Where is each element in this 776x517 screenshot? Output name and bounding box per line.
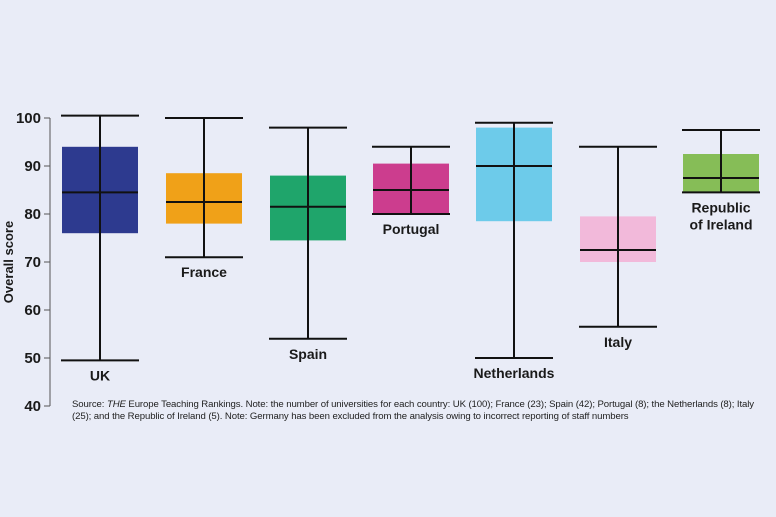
box-italy bbox=[579, 145, 657, 328]
source-prefix: Source: bbox=[72, 399, 107, 410]
y-tick-label: 40 bbox=[24, 398, 41, 415]
box-portugal bbox=[372, 145, 450, 215]
source-note: Source: THE Europe Teaching Rankings. No… bbox=[72, 399, 772, 423]
category-label-uk: UK bbox=[90, 367, 110, 383]
y-tick-label: 50 bbox=[24, 350, 41, 367]
category-label-italy: Italy bbox=[604, 334, 632, 350]
category-label-line: of Ireland bbox=[689, 216, 752, 232]
category-label-republic-of-ireland: Republic of Ireland bbox=[689, 199, 752, 232]
category-label-portugal: Portugal bbox=[383, 221, 440, 237]
y-tick-label: 60 bbox=[24, 302, 41, 319]
box-uk bbox=[61, 114, 139, 362]
category-label-line: Republic bbox=[691, 199, 750, 215]
box-republic-of-ireland bbox=[682, 129, 760, 194]
category-label-spain: Spain bbox=[289, 346, 327, 362]
y-tick-label: 90 bbox=[24, 158, 41, 175]
source-text: Europe Teaching Rankings. Note: the numb… bbox=[72, 399, 754, 422]
category-label-france: France bbox=[181, 264, 227, 280]
y-axis-label: Overall score bbox=[1, 221, 16, 303]
box-france bbox=[165, 117, 243, 259]
box-spain bbox=[269, 126, 347, 340]
y-tick-label: 70 bbox=[24, 254, 41, 271]
y-tick-label: 100 bbox=[16, 110, 41, 127]
source-italic: THE bbox=[106, 399, 126, 410]
y-tick-label: 80 bbox=[24, 206, 41, 223]
category-label-netherlands: Netherlands bbox=[474, 365, 555, 381]
box-netherlands bbox=[475, 121, 553, 359]
